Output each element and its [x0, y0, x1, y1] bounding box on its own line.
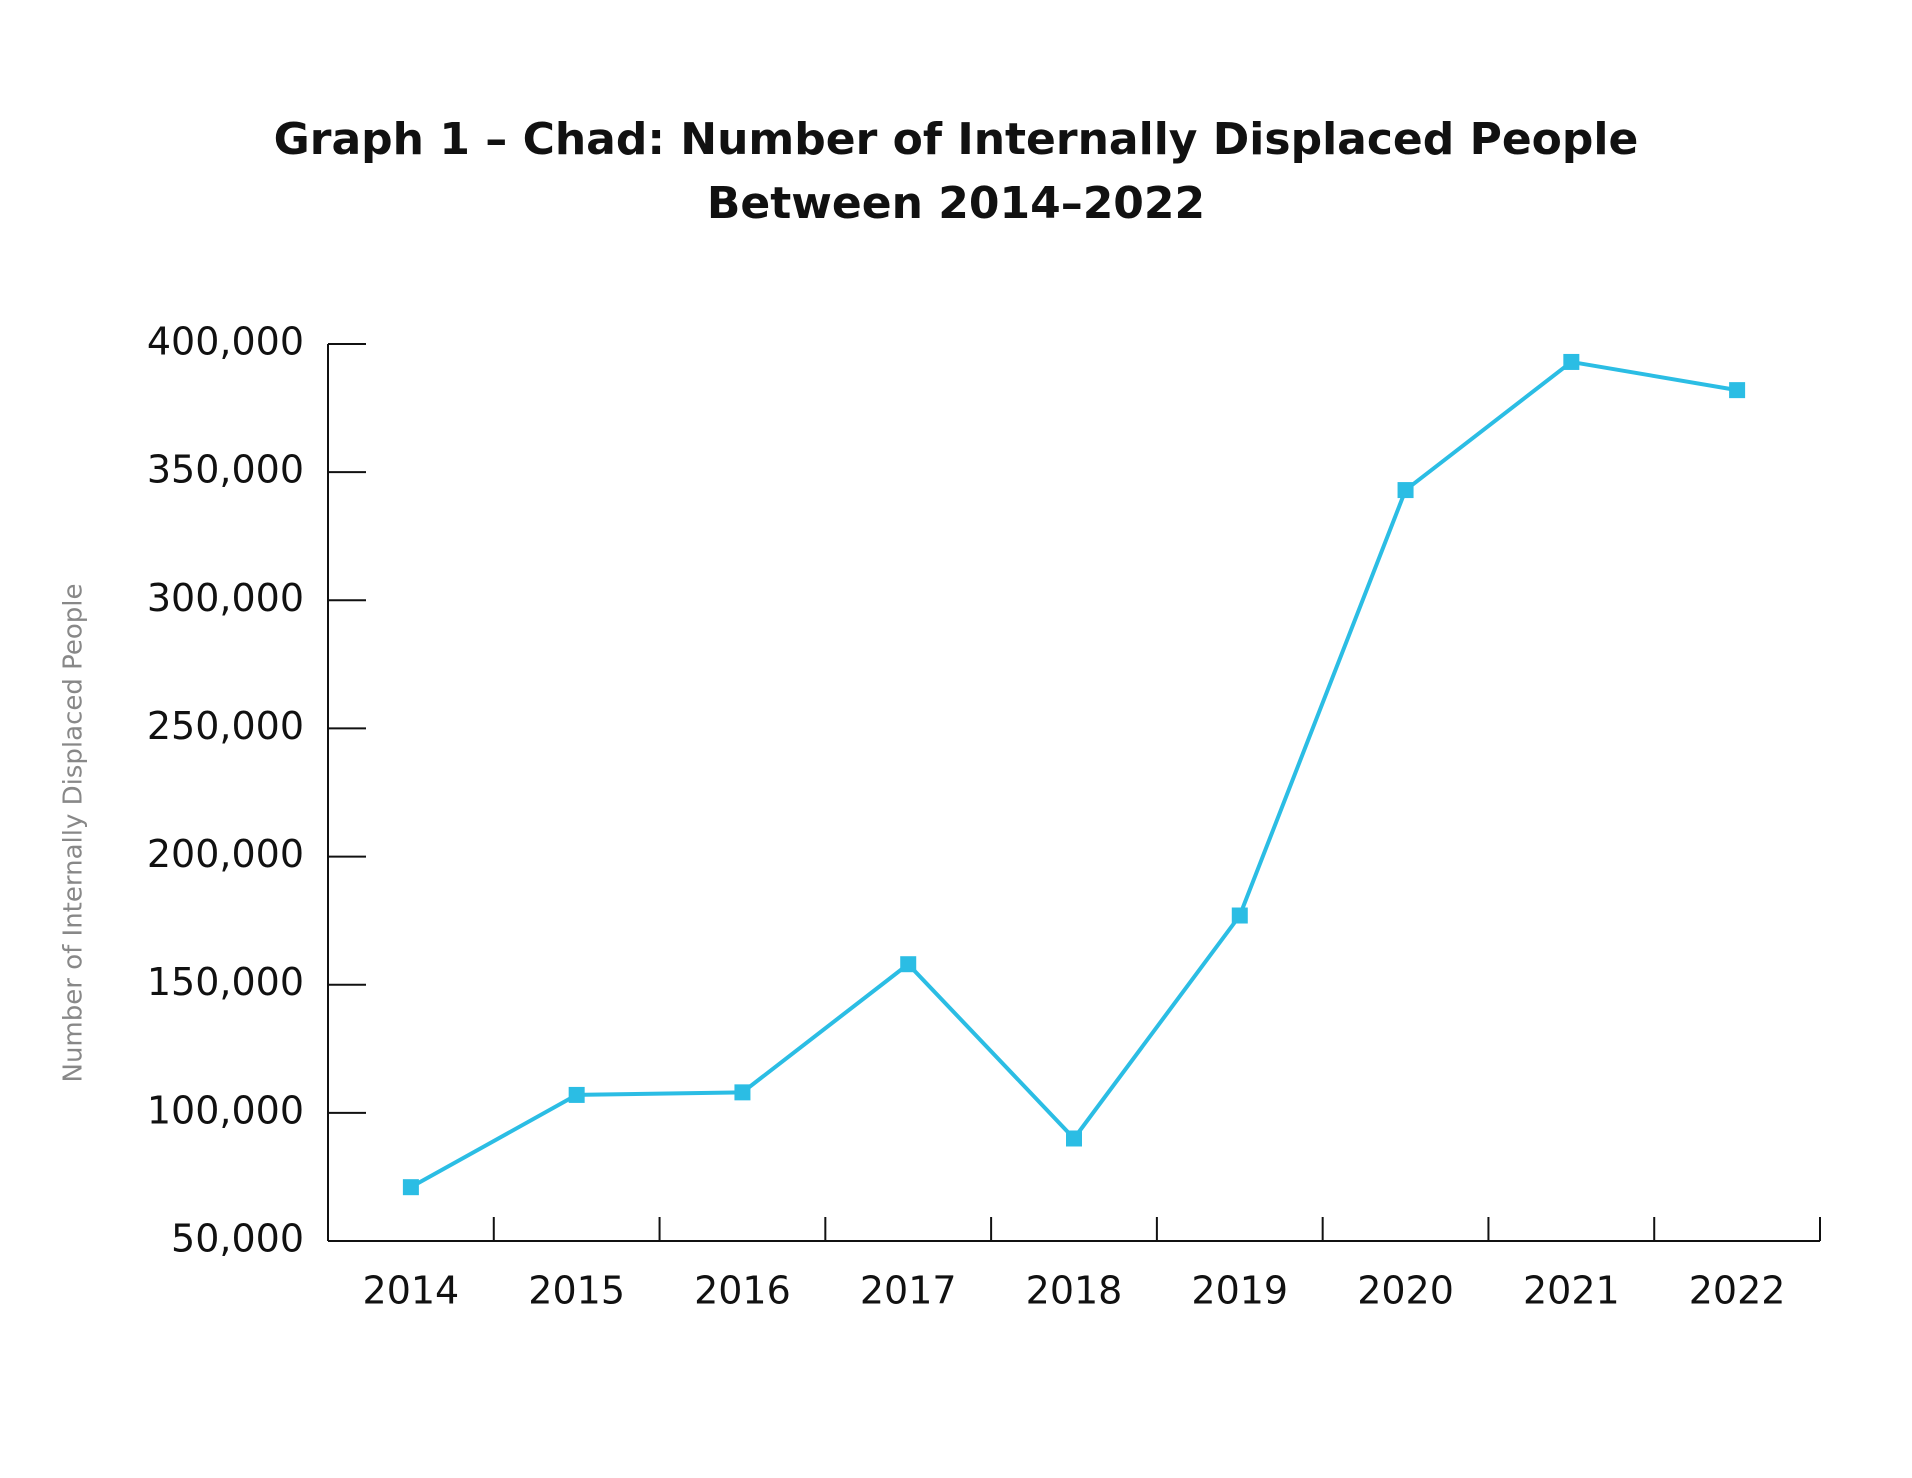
marker — [1231, 907, 1248, 924]
marker — [1397, 482, 1414, 499]
x-tick-label: 2015 — [528, 1269, 625, 1313]
marker — [568, 1086, 585, 1103]
y-tick-label: 150,000 — [147, 960, 304, 1004]
x-tick-label: 2017 — [860, 1269, 957, 1313]
marker — [734, 1084, 751, 1101]
marker — [402, 1179, 419, 1196]
x-tick-label: 2014 — [363, 1269, 460, 1313]
x-tick-label: 2021 — [1523, 1269, 1620, 1313]
marker — [1066, 1130, 1082, 1147]
y-tick-label: 250,000 — [147, 704, 304, 748]
y-tick-label: 200,000 — [147, 832, 304, 876]
y-tick-label: 350,000 — [147, 448, 304, 492]
x-tick-label: 2020 — [1357, 1269, 1454, 1313]
marker — [1563, 353, 1580, 370]
marker — [1729, 382, 1746, 399]
y-tick-label: 50,000 — [171, 1217, 304, 1261]
x-tick-label: 2016 — [694, 1269, 791, 1313]
y-tick-label: 100,000 — [147, 1088, 304, 1132]
x-tick-label: 2022 — [1689, 1269, 1786, 1313]
y-axis-label: Number of Internally Displaced People — [59, 583, 89, 1082]
line — [409, 359, 1738, 1189]
chart-title: Graph 1 – Chad: Number of Internally Dis… — [273, 114, 1639, 229]
marker — [900, 956, 917, 973]
y-tick-label: 400,000 — [147, 320, 304, 364]
y-tick-label: 300,000 — [147, 576, 304, 620]
x-tick-label: 2019 — [1191, 1269, 1288, 1313]
x-tick-label: 2018 — [1026, 1269, 1123, 1313]
